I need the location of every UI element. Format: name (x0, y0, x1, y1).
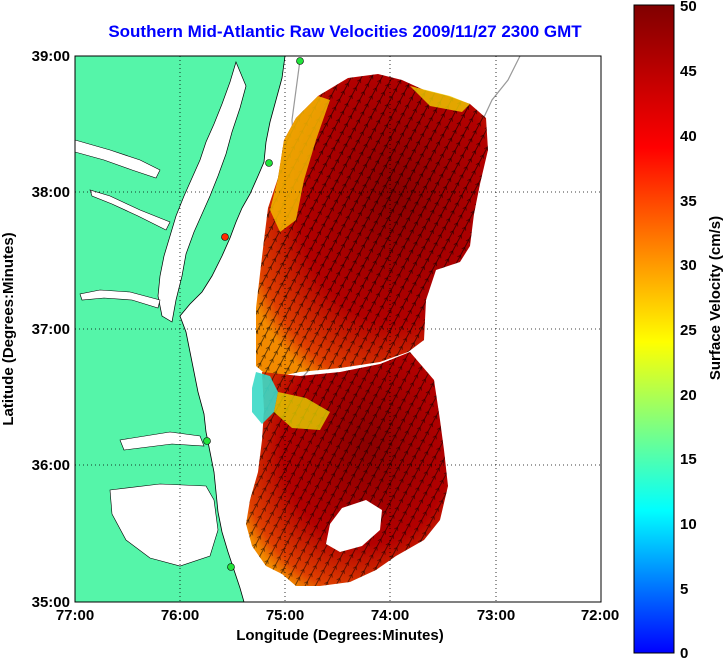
james-river (79, 289, 161, 309)
station-marker (227, 563, 235, 571)
y-axis-label: Latitude (Degrees:Minutes) (0, 232, 17, 425)
field-slow-patch (252, 372, 278, 424)
station-marker (296, 57, 304, 65)
x-tick-label: 72:00 (581, 607, 619, 624)
albemarle-sound (119, 431, 205, 451)
colorbar-tick-label: 30 (680, 257, 697, 274)
colorbar-tick-label: 15 (680, 451, 697, 468)
colorbar-label: Surface Velocity (cm/s) (707, 216, 724, 380)
colorbar (633, 4, 675, 654)
velocity-field-north-vectors (256, 74, 488, 378)
grid-lines (75, 56, 601, 602)
x-tick-label: 76:00 (161, 607, 199, 624)
colorbar-tick-label: 20 (680, 387, 697, 404)
colorbar-tick-label: 5 (680, 581, 688, 598)
station-markers (203, 57, 304, 571)
x-tick-label: 75:00 (266, 607, 304, 624)
delaware-bay (75, 139, 161, 179)
x-tick-label: 73:00 (477, 607, 515, 624)
colorbar-tick-label: 40 (680, 128, 697, 145)
colorbar-tick-label: 25 (680, 322, 697, 339)
map-title: Southern Mid-Atlantic Raw Velocities 200… (108, 22, 582, 41)
x-axis-ticks: 77:00 76:00 75:00 74:00 73:00 72:00 (56, 607, 619, 624)
y-axis-ticks: 39:00 38:00 37:00 36:00 35:00 (32, 48, 70, 611)
y-tick-label: 38:00 (32, 184, 70, 201)
station-marker-alert (221, 233, 229, 241)
y-tick-label: 36:00 (32, 457, 70, 474)
colorbar-tick-label: 45 (680, 63, 697, 80)
pamlico-sound (109, 483, 219, 567)
colorbar-tick-label: 35 (680, 193, 697, 210)
x-tick-label: 74:00 (371, 607, 409, 624)
colorbar-tick-label: 10 (680, 516, 697, 533)
field-gap (326, 500, 382, 552)
potomac-river (89, 189, 171, 231)
x-tick-label: 77:00 (56, 607, 94, 624)
station-marker (265, 159, 273, 167)
x-axis-label: Longitude (Degrees:Minutes) (236, 627, 444, 644)
field-fringe-north (270, 96, 330, 232)
field-medium-patch (274, 392, 330, 430)
y-tick-label: 35:00 (32, 594, 70, 611)
colorbar-tick-label: 50 (680, 0, 697, 15)
colorbar-ticks: 50 45 40 35 30 25 20 15 10 5 0 (680, 0, 697, 659)
colorbar-tick-label: 0 (680, 645, 688, 659)
field-fringe-northeast (410, 86, 470, 112)
y-tick-label: 37:00 (32, 321, 70, 338)
y-tick-label: 39:00 (32, 48, 70, 65)
plot-frame (74, 55, 602, 603)
station-marker (203, 437, 211, 445)
